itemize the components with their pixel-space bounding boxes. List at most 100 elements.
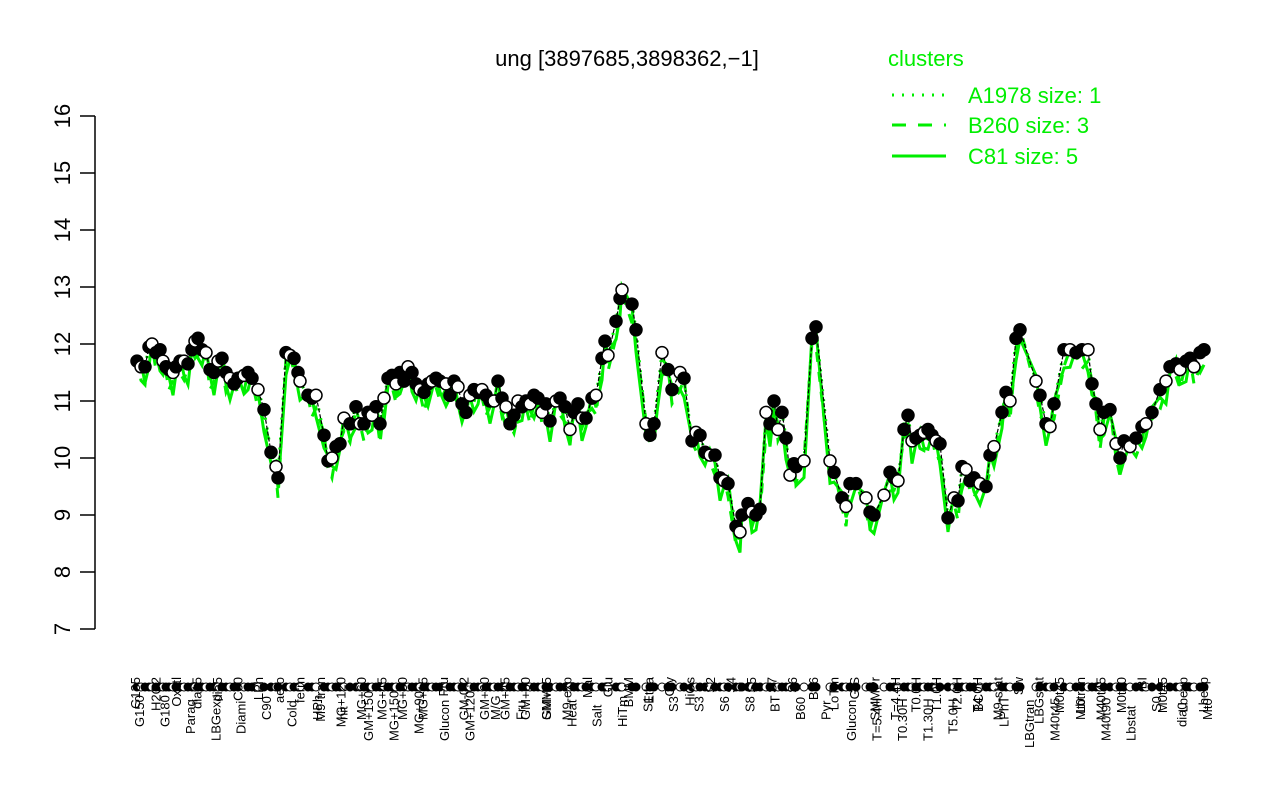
x-tick-label-bottom: Heat	[564, 699, 579, 727]
x-tick-label-bottom: SMM	[539, 690, 554, 720]
x-tick-label-bottom: Salt	[590, 704, 605, 727]
data-point	[287, 351, 301, 366]
x-tick-label-top: S7	[765, 677, 780, 693]
x-tick-label-bottom: S3	[691, 696, 706, 712]
x-tick-label-bottom: Glucon	[437, 700, 452, 741]
rug-marker	[1199, 682, 1209, 692]
x-tick-label-bottom: Paraq	[183, 699, 198, 734]
data-point	[979, 479, 993, 494]
data-point	[615, 283, 629, 297]
x-tick-label-bottom: Pyr	[819, 700, 834, 720]
x-tick-label-top: C30	[231, 677, 246, 701]
x-tick-label-top: GM+60	[477, 677, 492, 720]
data-point	[805, 331, 819, 346]
data-point	[373, 417, 387, 431]
data-point	[933, 437, 947, 451]
data-point	[779, 431, 793, 445]
data-point	[563, 422, 577, 437]
x-tick-label-top: LPh	[251, 677, 266, 700]
y-tick-label: 16	[50, 104, 75, 128]
data-point	[951, 494, 965, 508]
data-point	[215, 351, 229, 366]
x-tick-label-bottom: T1.30H	[920, 698, 935, 741]
x-axis-labels: G135 H2O2 Oxctl dia15 dia5 C30 LPh aero ferm M9-t…	[128, 676, 1215, 748]
data-point	[499, 399, 513, 414]
x-tick-label-top: T1.0H	[929, 677, 944, 712]
data-point	[897, 422, 911, 437]
data-point	[661, 362, 675, 377]
x-tick-label-top: MG+45	[375, 677, 390, 720]
data-point	[601, 348, 615, 363]
data-point	[877, 488, 891, 502]
x-tick-label-top: ferm	[292, 677, 307, 703]
data-point	[823, 454, 837, 468]
x-tick-label-top: Mal	[580, 677, 595, 698]
x-axis-rug	[132, 682, 1209, 692]
data-point	[753, 502, 767, 517]
data-point	[333, 437, 347, 451]
legend-title: clusters	[888, 46, 964, 71]
x-tick-label-bottom: Diami	[234, 701, 249, 734]
data-point	[859, 491, 873, 505]
data-point	[293, 374, 307, 388]
data-point	[665, 382, 679, 397]
data-point	[451, 380, 465, 394]
x-tick-label-bottom: B60	[793, 697, 808, 720]
x-tick-label-top: M0t45	[1155, 677, 1170, 713]
data-point	[693, 428, 707, 442]
y-tick-label: 7	[50, 623, 75, 635]
x-tick-label-bottom: S1	[641, 696, 656, 712]
x-tick-label-top: M9-stat	[991, 677, 1006, 721]
data-point	[1197, 342, 1211, 357]
x-tick-label-bottom: BT	[768, 695, 783, 712]
data-point	[1003, 394, 1017, 408]
data-point	[579, 411, 593, 425]
x-tick-label-top: GM+30	[518, 677, 533, 720]
data-point	[995, 405, 1009, 420]
data-point	[325, 451, 339, 465]
rug-marker	[631, 682, 641, 692]
chart-title: ung [3897685,3898362,−1]	[495, 46, 759, 71]
y-tick-label: 8	[50, 566, 75, 578]
x-tick-label-top: M9-tran	[313, 677, 328, 722]
y-tick-label: 13	[50, 275, 75, 299]
x-tick-label-bottom: LPhT	[997, 696, 1012, 727]
data-point	[543, 414, 557, 428]
data-point	[1103, 402, 1117, 417]
rug-marker	[851, 682, 861, 692]
rug-marker	[1015, 682, 1025, 692]
x-tick-label-bottom: S8	[742, 696, 757, 712]
x-tick-label-top: LoTm	[826, 677, 841, 710]
x-tick-label-top: B36	[806, 677, 821, 700]
y-tick-label: 11	[50, 390, 75, 413]
y-axis: 7 8 9 10 11 12 13 14 15 16	[50, 104, 96, 635]
x-tick-label-top: Glu	[600, 677, 615, 697]
x-tick-label-top: dia15	[190, 677, 205, 709]
x-tick-label-top: G/S	[847, 677, 862, 700]
data-point	[901, 408, 915, 423]
data-point	[138, 360, 152, 374]
x-tick-label-bottom: G150	[132, 695, 147, 727]
data-point	[733, 525, 747, 539]
x-tick-label-top: T2.0H	[950, 677, 965, 712]
legend-entry-b260: B260 size: 3	[968, 113, 1089, 138]
data-point	[251, 382, 265, 397]
data-point	[891, 474, 905, 488]
x-tick-label-top: H2O2	[149, 677, 164, 711]
x-tick-label-top: M0t90	[1114, 677, 1129, 713]
data-point	[1081, 342, 1095, 357]
data-point	[655, 345, 669, 360]
x-tick-label-top: BI	[1134, 677, 1149, 689]
data-point	[759, 405, 773, 420]
x-tick-label-bottom: T0.30H	[895, 698, 910, 741]
x-tick-label-bottom: HPh	[310, 695, 325, 720]
x-tick-label-bottom: nit	[335, 706, 350, 720]
data-point	[643, 428, 657, 442]
data-point	[1047, 397, 1061, 411]
x-tick-label-bottom: S0	[1149, 696, 1164, 712]
data-point	[459, 405, 473, 420]
x-tick-label-bottom: Lbstat	[1124, 705, 1139, 741]
x-tick-label-top: Oxctl	[169, 677, 184, 707]
x-tick-label-bottom: M40t45	[1047, 698, 1062, 741]
x-tick-label-top: T0.0H	[909, 677, 924, 712]
